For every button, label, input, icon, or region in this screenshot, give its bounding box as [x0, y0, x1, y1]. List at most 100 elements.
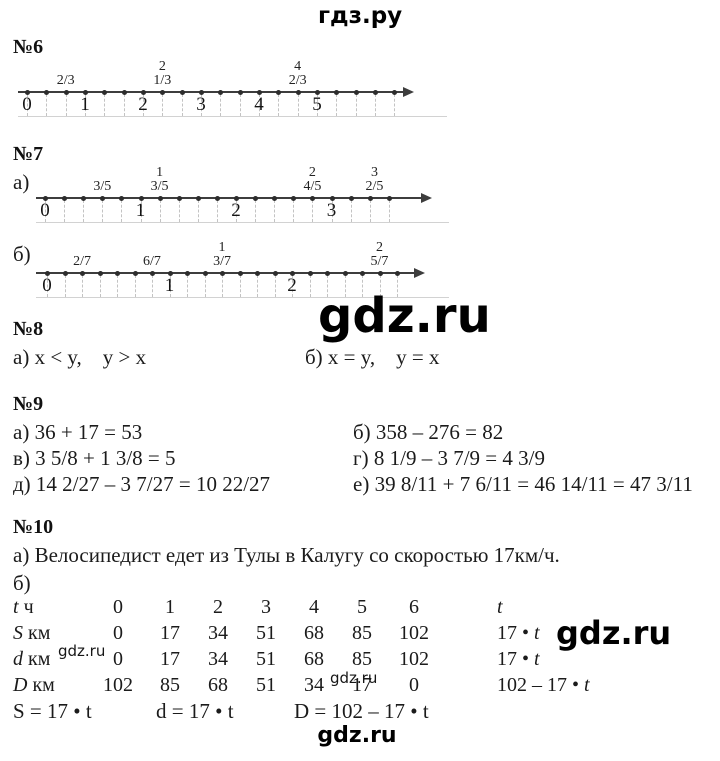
ruler-tick	[255, 200, 257, 222]
ruler-tick	[375, 94, 376, 116]
task9-item-v: в) 3 5/8 + 1 3/8 = 5	[13, 446, 176, 470]
integer-label: 3	[326, 200, 337, 221]
task7-label: №7	[13, 143, 44, 165]
integer-label: 0	[22, 94, 32, 115]
ruler-tick	[344, 275, 346, 297]
table-cell: 102	[103, 674, 133, 696]
ruler-tick	[47, 275, 48, 297]
task10-formula-d: d = 17 • t	[156, 699, 234, 723]
table-cell: 68	[304, 648, 324, 670]
integer-label: 2	[138, 94, 148, 115]
fraction-mark: 2/7	[73, 254, 91, 269]
fraction-mark-frac: 4/5	[303, 179, 322, 194]
numberline-6: 0 1 2 3 4 5 2/3 2 1/3 4 2/3	[0, 60, 720, 122]
task6-label: №6	[13, 36, 44, 58]
table-cell: 1	[165, 596, 175, 618]
fraction-mark-whole: 2	[158, 59, 166, 74]
integer-label: 0	[42, 275, 52, 296]
ruler-tick	[159, 200, 161, 222]
axis-dot	[367, 196, 373, 201]
ruler-tick	[293, 200, 295, 222]
table-row: D км 102 85 68 51 34 17 0 102 – 17 • t	[0, 674, 720, 698]
axis-dot	[291, 196, 297, 201]
axis-dot	[83, 90, 88, 95]
ruler-tick	[297, 94, 299, 116]
ruler-tick	[236, 200, 237, 222]
axis-dot	[290, 271, 295, 276]
table-cell: 85	[160, 674, 180, 696]
ruler-tick	[239, 94, 241, 116]
table-cell: 34	[208, 622, 228, 644]
table-cell: 34	[208, 648, 228, 670]
site-logo: гдз.ру	[318, 3, 403, 29]
axis-dot	[272, 196, 278, 201]
ruler-tick	[222, 275, 223, 297]
ruler-tick	[220, 94, 222, 116]
ruler-tick	[331, 200, 333, 222]
ruler-tick	[82, 275, 83, 297]
axis-dot	[62, 271, 68, 276]
ruler-tick	[85, 94, 86, 116]
ruler-tick	[162, 94, 164, 116]
integer-label: 2	[287, 275, 297, 296]
table-cell: 0	[113, 648, 123, 670]
ruler-tick	[369, 200, 371, 222]
table-cell: 51	[256, 674, 276, 696]
task9-item-e: е) 39 8/11 + 7 6/11 = 46 14/11 = 47 3/11	[353, 472, 693, 496]
row-var: d	[13, 648, 23, 670]
watermark-bottom: gdz.ru	[317, 723, 397, 748]
ruler-tick	[216, 200, 218, 222]
ruler-baseline	[36, 297, 449, 298]
task9-item-a: а) 36 + 17 = 53	[13, 420, 143, 444]
axis-dot	[220, 271, 225, 276]
axis-dot	[141, 90, 146, 95]
axis-dot	[360, 271, 365, 276]
axis-dot	[121, 90, 127, 95]
row-formula: 17 • t	[497, 622, 540, 645]
ruler-tick	[178, 200, 180, 222]
axis-dot	[160, 90, 166, 95]
task10-label: №10	[13, 516, 54, 538]
ruler-tick	[102, 200, 104, 222]
task8-label: №8	[13, 318, 44, 340]
ruler-tick	[83, 200, 85, 222]
ruler-tick	[201, 94, 202, 116]
row-label: S км	[13, 622, 51, 644]
table-cell: 0	[409, 674, 419, 696]
axis-dot	[276, 90, 282, 95]
watermark-small-D-row: gdz.ru	[330, 669, 378, 687]
row-label: d км	[13, 648, 51, 670]
ruler-tick	[274, 200, 276, 222]
ruler-tick	[181, 94, 183, 116]
ruler-baseline	[36, 222, 449, 223]
fraction-mark: 3/5	[93, 179, 112, 194]
axis-dot	[167, 271, 173, 276]
axis-dot	[310, 196, 316, 201]
integer-label: 1	[164, 275, 175, 296]
watermark-table-big: gdz.ru	[556, 614, 672, 652]
ruler-tick	[197, 200, 199, 222]
ruler-tick	[45, 200, 46, 222]
integer-label: 3	[196, 94, 206, 115]
axis-dot	[237, 90, 243, 95]
axis-dot	[392, 90, 398, 95]
axis-dot	[63, 90, 69, 95]
axis-dot	[115, 271, 120, 276]
table-cell: 68	[304, 622, 324, 644]
axis-line	[18, 91, 407, 93]
table-cell: 51	[256, 622, 276, 644]
axis-dot	[119, 196, 125, 201]
axis-arrow-icon	[403, 87, 414, 97]
axis-dot	[150, 271, 155, 276]
table-cell: 4	[309, 596, 319, 618]
row-var: S	[13, 622, 23, 644]
fraction-mark-frac: 2/5	[365, 179, 384, 194]
table-cell: 3	[261, 596, 271, 618]
ruler-tick	[152, 275, 153, 297]
formula-part: 17 •	[497, 648, 535, 670]
fraction-mark-whole: 4	[294, 59, 302, 74]
table-row: d км 0 17 34 51 68 85 102 17 • t	[0, 648, 720, 672]
task10-formula-S: S = 17 • t	[13, 699, 92, 723]
integer-label: 0	[40, 200, 50, 221]
axis-dot	[348, 196, 354, 201]
